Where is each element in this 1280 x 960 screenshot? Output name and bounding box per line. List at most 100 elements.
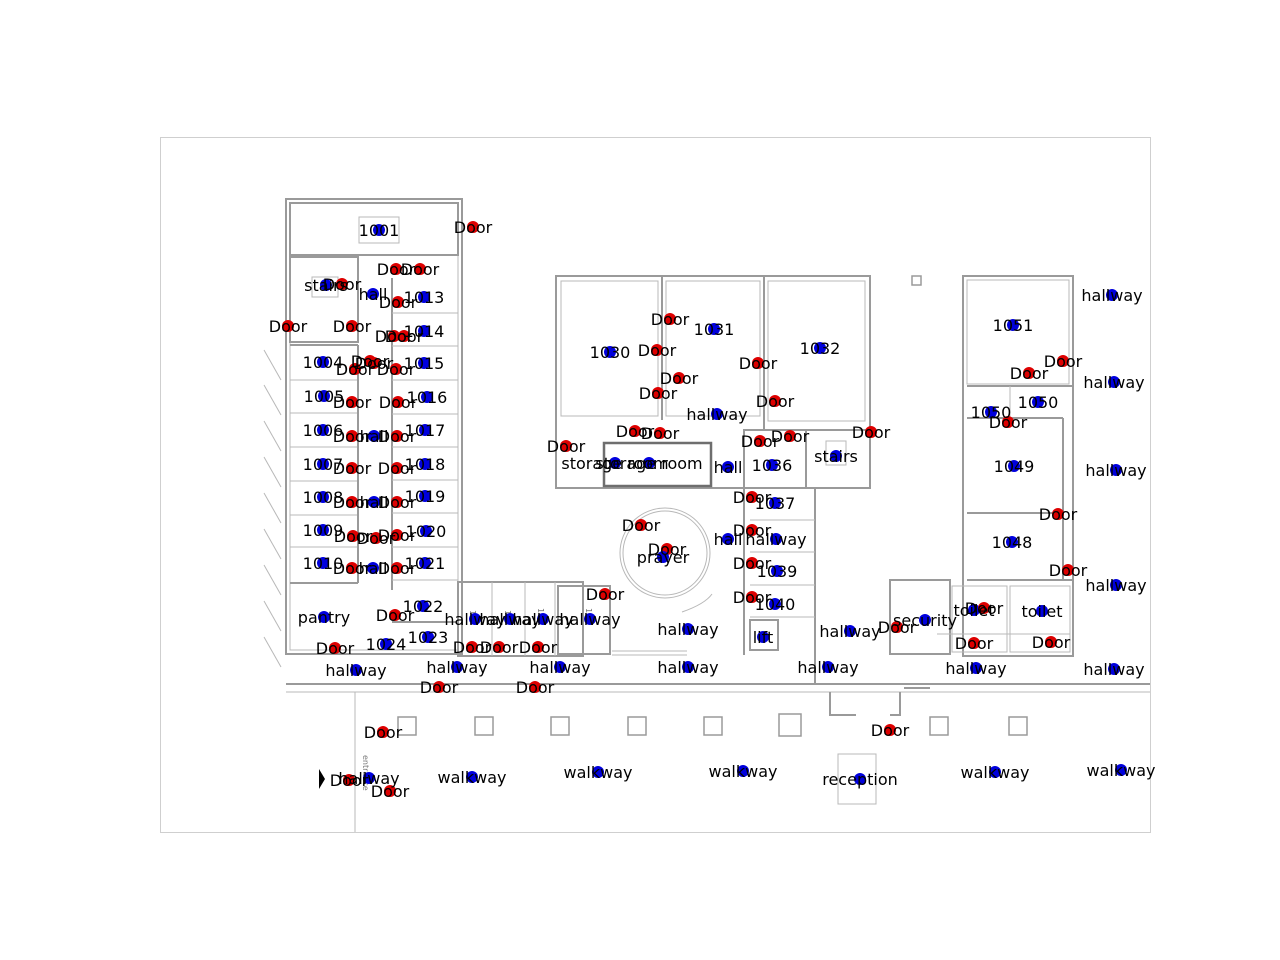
map-label-door-15: Door xyxy=(351,352,390,371)
door-marker-55 xyxy=(599,588,611,600)
map-label-room-1040-99: 1040 xyxy=(755,595,796,614)
map-label-prayer-95: prayer xyxy=(637,548,690,567)
map-label-door-11: Door xyxy=(375,327,414,346)
map-label-door-72: Door xyxy=(739,354,778,373)
map-label-door-36: Door xyxy=(378,493,417,512)
door-marker-30 xyxy=(346,462,358,474)
door-marker-9 xyxy=(282,320,294,332)
map-label-room-1019-37: 1019 xyxy=(405,487,446,506)
map-label-hallway-103: hallway xyxy=(797,658,858,677)
map-label-room-1010-43: 1010 xyxy=(303,554,344,573)
door-marker-68 xyxy=(664,313,676,325)
node-marker-122 xyxy=(1036,605,1048,617)
door-marker-41 xyxy=(391,529,403,541)
door-marker-22 xyxy=(392,396,404,408)
map-label-door-94: Door xyxy=(648,540,687,559)
map-label-room-1051-106: 1051 xyxy=(993,316,1034,335)
map-label-hallway-54: hallway xyxy=(559,610,620,629)
node-marker-28 xyxy=(419,424,431,436)
node-marker-69 xyxy=(708,323,720,335)
map-label-door-130: Door xyxy=(330,771,369,790)
door-marker-61 xyxy=(532,641,544,653)
node-marker-29 xyxy=(317,458,329,470)
node-marker-89 xyxy=(769,497,781,509)
map-label-door-109: Door xyxy=(1010,364,1049,383)
node-marker-82 xyxy=(722,461,734,473)
door-marker-96 xyxy=(746,557,758,569)
door-marker-124 xyxy=(968,637,980,649)
node-marker-115 xyxy=(1110,464,1122,476)
map-label-storage-room-81: storage room xyxy=(595,454,702,473)
map-label-room-1021-47: 1021 xyxy=(405,554,446,573)
door-marker-78 xyxy=(654,427,666,439)
node-marker-57 xyxy=(380,638,392,650)
node-markers xyxy=(282,221,1127,797)
map-label-hallway-104: hallway xyxy=(819,622,880,641)
map-label-door-21: Door xyxy=(333,393,372,412)
door-marker-74 xyxy=(652,387,664,399)
door-marker-36 xyxy=(391,496,403,508)
door-marker-46 xyxy=(391,562,403,574)
map-label-door-98: Door xyxy=(733,588,772,607)
node-marker-67 xyxy=(604,346,616,358)
map-label-security-119: security xyxy=(893,611,957,630)
map-label-room-1048-117: 1048 xyxy=(992,533,1033,552)
map-label-door-74: Door xyxy=(639,384,678,403)
map-label-door-9: Door xyxy=(269,317,308,336)
node-marker-101 xyxy=(757,631,769,643)
map-label-door-76: Door xyxy=(756,392,795,411)
map-label-door-7: Door xyxy=(379,293,418,312)
node-marker-99 xyxy=(769,598,781,610)
map-label-door-108: Door xyxy=(1044,352,1083,371)
node-marker-54 xyxy=(584,613,596,625)
node-marker-81 xyxy=(643,457,655,469)
map-label-room-1008-33: 1008 xyxy=(303,488,344,507)
map-label-room-1024-57: 1024 xyxy=(366,635,407,654)
map-label-door-3: Door xyxy=(401,260,440,279)
map-label-hallway-93: hallway xyxy=(745,530,806,549)
node-marker-52 xyxy=(504,613,516,625)
node-marker-93 xyxy=(770,533,782,545)
map-label-room-1013-8: 1013 xyxy=(404,288,445,307)
map-label-door-128: Door xyxy=(364,723,403,742)
node-marker-85 xyxy=(766,459,778,471)
node-marker-111 xyxy=(985,406,997,418)
node-marker-95 xyxy=(657,551,669,563)
map-label-toilet-120: toilet xyxy=(953,601,994,620)
map-label-door-46: Door xyxy=(378,559,417,578)
map-label-door-129: Door xyxy=(871,721,910,740)
door-marker-98 xyxy=(746,591,758,603)
door-marker-105 xyxy=(891,621,903,633)
door-marker-70 xyxy=(651,344,663,356)
map-label-hall-35: hall xyxy=(360,493,389,512)
node-marker-64 xyxy=(554,661,566,673)
map-label-lift-101: lift xyxy=(753,628,774,647)
node-marker-37 xyxy=(419,490,431,502)
map-label-hall-45: hall xyxy=(359,559,388,578)
map-label-hall-6: hall xyxy=(359,285,388,304)
map-label-room-1020-42: 1020 xyxy=(406,522,447,541)
node-marker-136 xyxy=(854,773,866,785)
node-marker-86 xyxy=(830,450,842,462)
map-label-room-1014-13: 1014 xyxy=(404,322,445,341)
map-label-door-84: Door xyxy=(771,427,810,446)
door-marker-49 xyxy=(389,609,401,621)
door-marker-40 xyxy=(370,532,382,544)
node-marker-102 xyxy=(682,661,694,673)
map-label-hallway-102: hallway xyxy=(657,658,718,677)
door-marker-27 xyxy=(391,430,403,442)
door-marker-2 xyxy=(390,263,402,275)
map-label-door-25: Door xyxy=(333,427,372,446)
door-marker-65 xyxy=(433,681,445,693)
map-label-room-1004-14: 1004 xyxy=(303,353,344,372)
map-label-room-1037-89: 1037 xyxy=(755,494,796,513)
map-label-door-121: Door xyxy=(965,599,1004,618)
node-marker-73 xyxy=(814,342,826,354)
door-marker-11 xyxy=(388,330,400,342)
map-label-hallway-62: hallway xyxy=(325,661,386,680)
map-label-hallway-123: hallway xyxy=(1085,576,1146,595)
map-label-room-1022-48: 1022 xyxy=(403,597,444,616)
door-marker-90 xyxy=(635,519,647,531)
map-label-hallway-51: hallway xyxy=(444,610,505,629)
